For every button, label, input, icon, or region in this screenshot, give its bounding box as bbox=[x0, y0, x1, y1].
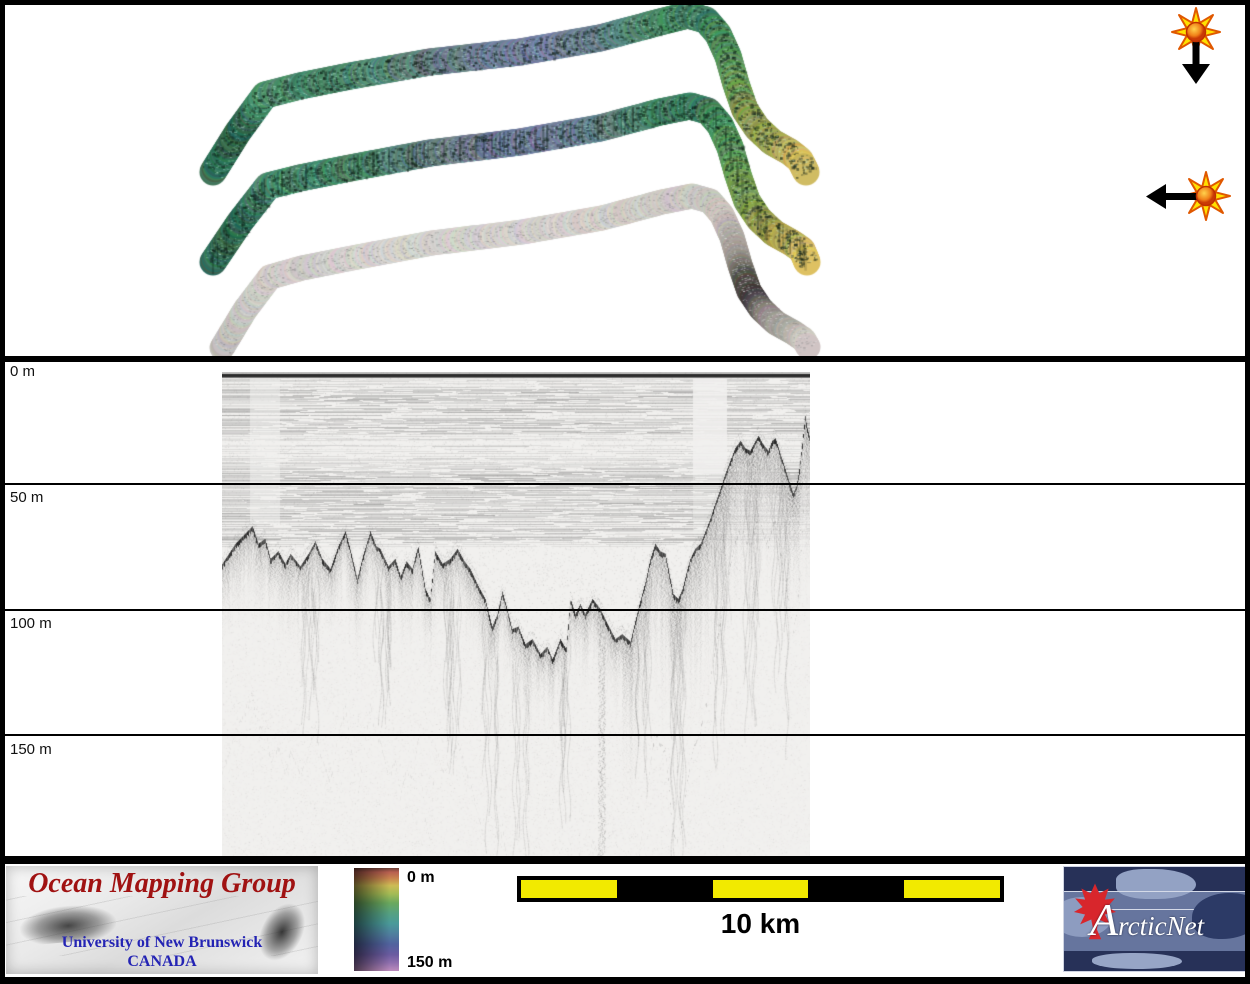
depth-colorbar bbox=[354, 868, 399, 971]
panel-divider-top bbox=[0, 356, 1250, 362]
echogram-canvas bbox=[222, 372, 810, 856]
colorbar-top-label: 0 m bbox=[407, 869, 435, 887]
arcticnet-title-rest: rcticNet bbox=[1118, 911, 1204, 941]
ocean-mapping-group-logo: Ocean Mapping Group University of New Br… bbox=[6, 866, 318, 974]
arcticnet-title-initial: A bbox=[1090, 894, 1118, 945]
scale-bar-segment bbox=[617, 880, 713, 898]
depth-gridline-100m bbox=[0, 609, 1250, 611]
swath-maps-canvas bbox=[5, 5, 1245, 356]
arcticnet-title: ArcticNet bbox=[1090, 893, 1204, 946]
depth-gridline-150m bbox=[0, 734, 1250, 736]
scale-bar-segment bbox=[713, 880, 809, 898]
figure-page: 0 m 50 m 100 m 150 m Ocean Mapping Group… bbox=[0, 0, 1250, 984]
depth-gridline-50m bbox=[0, 483, 1250, 485]
arcticnet-landmass bbox=[1092, 953, 1182, 969]
omg-university: University of New Brunswick bbox=[6, 934, 318, 952]
sun-illumination-left-icon bbox=[1142, 160, 1234, 230]
sun-illumination-down-icon bbox=[1160, 6, 1236, 90]
depth-label-100m: 100 m bbox=[10, 615, 52, 632]
arcticnet-logo: ArcticNet bbox=[1063, 866, 1248, 972]
scale-bar-segment bbox=[904, 880, 1000, 898]
depth-label-150m: 150 m bbox=[10, 741, 52, 758]
scale-bar-label: 10 km bbox=[517, 908, 1004, 940]
scale-bar bbox=[517, 876, 1004, 902]
colorbar-bottom-label: 150 m bbox=[407, 954, 452, 972]
depth-label-50m: 50 m bbox=[10, 489, 43, 506]
scale-bar-segment bbox=[808, 880, 904, 898]
omg-title: Ocean Mapping Group bbox=[6, 868, 318, 900]
omg-country: CANADA bbox=[6, 953, 318, 971]
panel-divider-bottom bbox=[0, 856, 1250, 864]
scale-bar-segment bbox=[521, 880, 617, 898]
depth-label-0m: 0 m bbox=[10, 363, 35, 380]
